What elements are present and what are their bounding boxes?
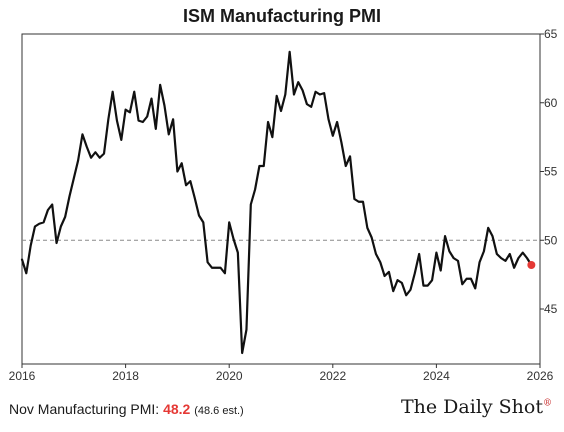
x-tick-label: 2018: [112, 369, 139, 383]
x-tick-label: 2026: [527, 369, 554, 383]
plot-frame: [21, 33, 541, 365]
x-tick-label: 2020: [216, 369, 243, 383]
chart-title: ISM Manufacturing PMI: [183, 6, 381, 26]
x-tick-label: 2016: [9, 369, 36, 383]
y-tick-label: 55: [544, 165, 558, 179]
y-tick-label: 60: [544, 96, 558, 110]
brand-name: The Daily Shot: [400, 396, 543, 418]
series-line: [20, 50, 533, 355]
y-tick-label: 45: [544, 302, 558, 316]
x-tick-label: 2022: [319, 369, 346, 383]
y-tick-label: 65: [544, 27, 558, 41]
footer-note: Nov Manufacturing PMI: 48.2 (48.6 est.): [9, 401, 244, 417]
latest-point-marker: [527, 261, 536, 269]
footer-label: Nov Manufacturing PMI:: [9, 401, 160, 417]
y-tick-label: 50: [544, 233, 558, 247]
brand-logo: The Daily Shot®: [401, 396, 552, 418]
x-tick-label: 2024: [423, 369, 450, 383]
estimate-note: (48.6 est.): [194, 405, 244, 417]
brand-registered-mark: ®: [543, 398, 552, 409]
latest-value: 48.2: [163, 401, 191, 417]
